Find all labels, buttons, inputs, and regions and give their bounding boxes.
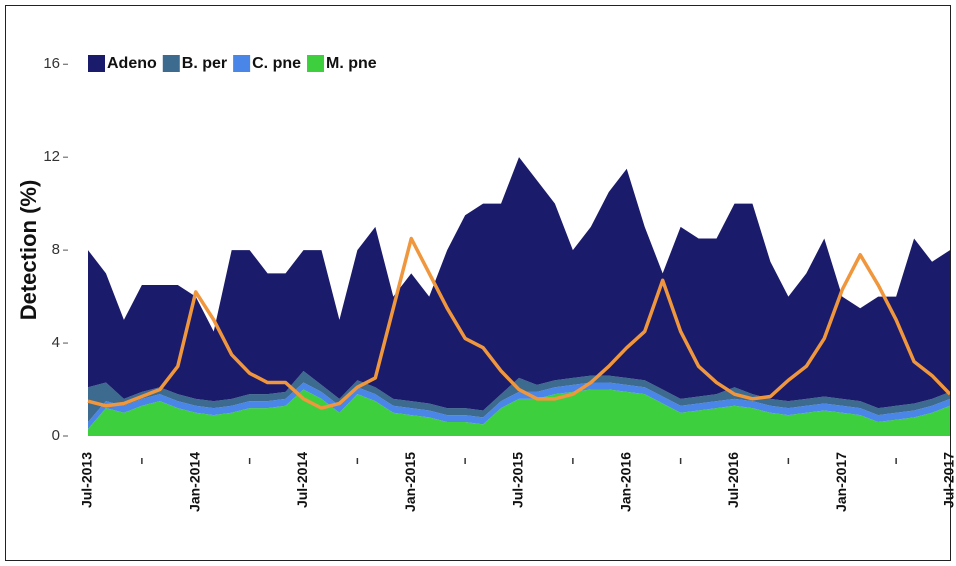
x-tick-label: Jul-2017 xyxy=(941,452,956,508)
y-axis-label: Detection (%) xyxy=(16,180,41,321)
legend-swatch xyxy=(162,55,180,72)
frame xyxy=(5,5,951,561)
x-tick-label: Jul-2016 xyxy=(725,452,741,508)
legend-swatch xyxy=(233,55,251,72)
area xyxy=(88,382,950,430)
x-tick-label: Jul-2015 xyxy=(510,452,526,508)
x-tick-label: Jan-2017 xyxy=(833,452,849,512)
legend-label: Adeno xyxy=(107,55,157,72)
y-tick-label: 0 xyxy=(52,427,60,444)
area xyxy=(88,157,950,411)
y-tick-label: 4 xyxy=(52,334,60,351)
legend-label: M. pne xyxy=(326,55,377,72)
x-tick-label: Jan-2016 xyxy=(617,452,633,512)
x-tick-label: Jul-2014 xyxy=(294,452,310,508)
legend-label: C. pne xyxy=(252,55,301,72)
y-tick-label: 16 xyxy=(43,55,60,72)
y-tick-label: 12 xyxy=(43,148,60,165)
y-tick-label: 8 xyxy=(52,241,60,258)
area xyxy=(88,389,950,436)
plot-area xyxy=(87,157,950,436)
line xyxy=(87,236,950,410)
legend-label: B. per xyxy=(182,55,227,72)
x-tick-label: Jul-2013 xyxy=(79,452,95,508)
area xyxy=(88,370,950,423)
legend-swatch xyxy=(88,55,105,72)
x-tick-label: Jan-2014 xyxy=(186,452,202,512)
legend-swatch xyxy=(307,55,325,72)
x-tick-label: Jan-2015 xyxy=(402,452,418,512)
